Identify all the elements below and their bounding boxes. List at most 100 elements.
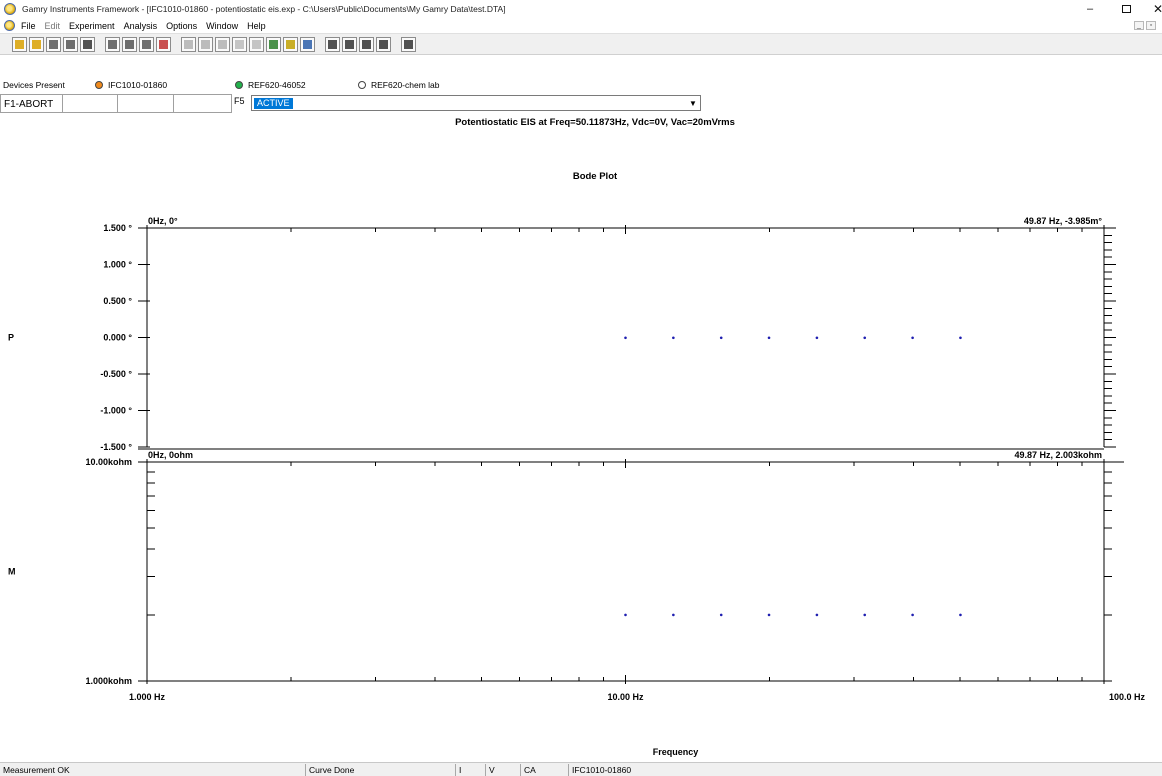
menu-window[interactable]: Window [206,20,239,31]
cursor-remove-icon [218,40,227,49]
cut-icon [108,40,117,49]
menu-bar: File Edit Experiment Analysis Options Wi… [0,18,1162,33]
plot-title: Potentiostatic EIS at Freq=50.11873Hz, V… [455,117,735,128]
grid-icon [286,40,295,49]
print-button[interactable] [80,37,95,52]
cursor-add-icon [201,40,210,49]
check-button[interactable] [232,37,247,52]
phase-data-point [815,336,819,340]
help-button[interactable] [401,37,416,52]
phase-data-point [911,336,914,340]
device-status-icon [358,81,366,89]
cursor-add-button[interactable] [198,37,213,52]
magnitude-axis-label: M [8,567,16,577]
status-divider [305,764,306,776]
new-icon [15,40,24,49]
grid-button[interactable] [283,37,298,52]
paste-button[interactable] [122,37,137,52]
mdi-controls: _ ▫ [1134,21,1156,30]
x-tick-label: 1.000 Hz [129,692,166,702]
tile-horizontal-button[interactable] [359,37,374,52]
magnitude-tick-label: 10.00kohm [85,457,132,467]
magnitude-tick-label: 1.000kohm [85,676,132,686]
phase-data-point [719,336,723,340]
magnitude-data-point [767,613,771,617]
menu-file[interactable]: File [21,20,36,31]
phase-tick-label: -0.500 ° [100,369,132,379]
phase-tick-label: 0.500 ° [103,296,132,306]
phase-tick-label: -1.000 ° [100,406,132,416]
chevron-down-icon[interactable]: ▼ [689,98,697,108]
x-axis-label: Frequency [653,747,699,757]
plot-subtitle: Bode Plot [572,171,618,182]
window-button[interactable] [325,37,340,52]
document-icon[interactable] [4,20,15,31]
clipboard-button[interactable] [139,37,154,52]
chart-button[interactable] [266,37,281,52]
x-tick-label: 100.0 Hz [1109,692,1146,702]
magnitude-data-point [815,613,819,617]
magnitude-data-point [624,613,627,617]
experiment-status-select[interactable]: ACTIVE ▼ [251,95,701,111]
devices-present-bar: Devices Present IFC1010-01860 REF620-460… [0,78,1162,92]
device-item[interactable]: IFC1010-01860 [95,80,167,90]
f4-key-button[interactable] [173,94,232,113]
menu-help[interactable]: Help [247,20,266,31]
menu-experiment[interactable]: Experiment [69,20,115,31]
status-bar: Measurement OK Curve Done I V CA IFC1010… [0,762,1162,776]
cascade-button[interactable] [376,37,391,52]
toolbar [0,33,1162,55]
marker-button[interactable] [300,37,315,52]
lightning-button[interactable] [249,37,264,52]
magnitude-data-point [863,613,867,617]
tile-vertical-icon [345,40,354,49]
device-item[interactable]: REF620-46052 [235,80,306,90]
status-divider [568,764,569,776]
copy-button[interactable] [63,37,78,52]
mdi-minimize-button[interactable]: _ [1134,21,1144,30]
menu-options[interactable]: Options [166,20,198,31]
cut-button[interactable] [105,37,120,52]
mdi-restore-button[interactable]: ▫ [1146,21,1156,30]
lightning-icon [252,40,261,49]
devices-label: Devices Present [3,80,65,90]
menu-edit[interactable]: Edit [44,20,61,31]
magnitude-cursor-readout: 49.87 Hz, 2.003kohm [1014,450,1102,460]
close-button[interactable]: ✕ [1152,2,1162,16]
phase-data-point [863,336,867,340]
help-icon [404,40,413,49]
device-status-icon [95,81,103,89]
save-icon [49,40,58,49]
device-item[interactable]: REF620-chem lab [358,80,440,90]
status-current: I [459,765,462,775]
phase-data-point [624,336,627,340]
cursor-remove-button[interactable] [215,37,230,52]
minimize-button[interactable]: – [1086,3,1094,15]
undo-button[interactable] [156,37,171,52]
print-icon [83,40,92,49]
maximize-icon [1121,5,1131,13]
maximize-button[interactable] [1108,0,1144,18]
open-button[interactable] [29,37,44,52]
cursor-button[interactable] [181,37,196,52]
phase-axis-label: P [8,333,14,343]
clipboard-icon [142,40,151,49]
phase-tick-label: -1.500 ° [100,442,132,452]
phase-corner-label: 0Hz, 0° [148,216,178,226]
menu-analysis[interactable]: Analysis [123,20,158,31]
cascade-icon [379,40,388,49]
copy-icon [66,40,75,49]
function-key-bar: F1-ABORT [0,94,232,114]
status-divider [455,764,456,776]
save-button[interactable] [46,37,61,52]
magnitude-corner-label: 0Hz, 0ohm [148,450,193,460]
tile-vertical-button[interactable] [342,37,357,52]
new-button[interactable] [12,37,27,52]
phase-data-point [767,336,771,340]
f1-abort-button[interactable]: F1-ABORT [0,94,63,113]
marker-icon [303,40,312,49]
tile-horizontal-icon [362,40,371,49]
phase-data-point [959,336,962,340]
status-device: IFC1010-01860 [572,765,632,775]
